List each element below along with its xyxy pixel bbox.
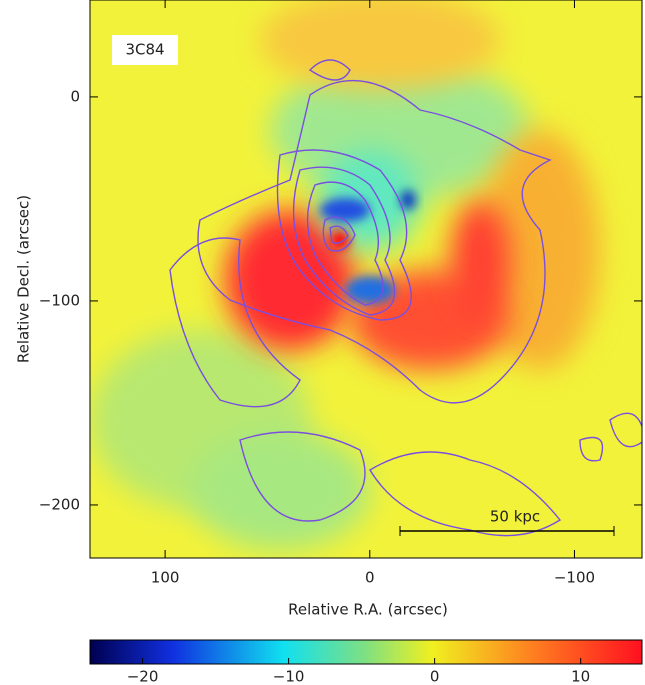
plot-frame (89, 0, 643, 559)
y-tick-label: −100 (39, 291, 80, 309)
colorbar-tick-label: −10 (273, 668, 305, 685)
scale-bar-label: 50 kpc (490, 508, 540, 526)
y-axis-label: Relative Decl. (arcsec) (15, 195, 33, 363)
x-tick-label: 100 (151, 569, 180, 587)
x-axis-label: Relative R.A. (arcsec) (288, 601, 448, 619)
contours (169, 59, 642, 537)
x-tick-label: −100 (554, 569, 595, 587)
annotation: 3C84 (125, 41, 164, 59)
colorbar-tick-label: 0 (430, 668, 440, 685)
heatmap (90, 0, 642, 558)
colorbar-tick-label: −20 (127, 668, 159, 685)
colorbar (89, 639, 643, 665)
y-tick-label: −200 (39, 495, 80, 513)
annotation-box (112, 35, 178, 65)
x-tick-label: 0 (365, 569, 375, 587)
y-tick-label: 0 (70, 87, 80, 105)
colorbar-tick-label: 10 (571, 668, 590, 685)
